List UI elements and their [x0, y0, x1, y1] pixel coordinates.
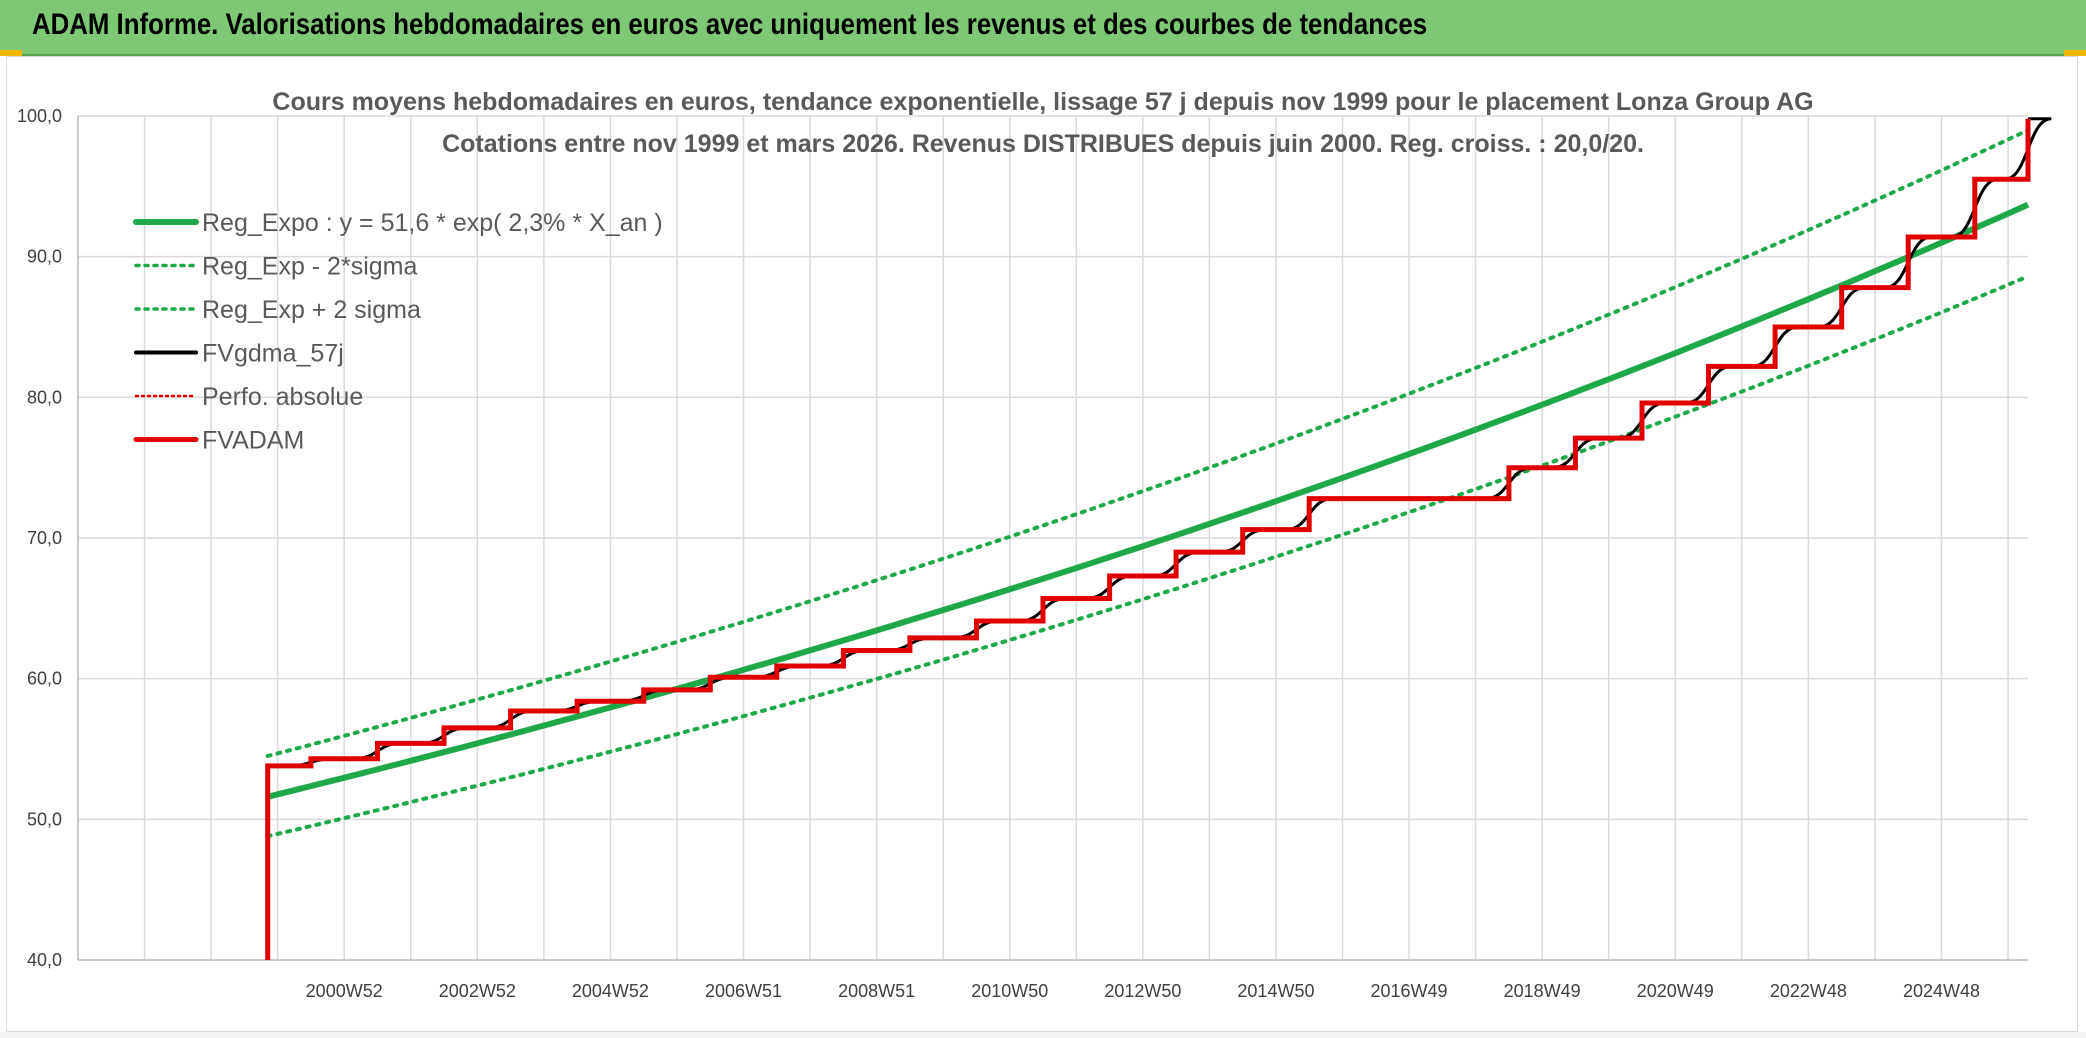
chart-frame: [6, 56, 2078, 1032]
x-tick-label: 2006W51: [705, 981, 782, 1001]
series-reg-expo: [266, 201, 2030, 800]
y-tick-label: 50,0: [27, 809, 62, 829]
corner-marker-left: [0, 50, 22, 56]
x-tick-label: 2002W52: [439, 981, 516, 1001]
legend-label: Reg_Exp - 2*sigma: [202, 253, 417, 281]
y-tick-label: 70,0: [27, 528, 62, 548]
legend-label: FVgdma_57j: [202, 340, 344, 368]
x-tick-label: 2004W52: [572, 981, 649, 1001]
x-tick-label: 2000W52: [306, 981, 383, 1001]
corner-marker-right: [2064, 50, 2086, 56]
series-lower-band: [265, 274, 2030, 839]
chart-title: Cours moyens hebdomadaires en euros, ten…: [272, 88, 1813, 116]
chart-subtitle: Cotations entre nov 1999 et mars 2026. R…: [442, 130, 1644, 158]
y-tick-label: 40,0: [27, 950, 62, 970]
x-tick-label: 2018W49: [1504, 981, 1581, 1001]
legend-label: Reg_Expo : y = 51,6 * exp( 2,3% * X_an ): [202, 209, 663, 237]
chart-legend: Reg_Expo : y = 51,6 * exp( 2,3% * X_an )…: [133, 209, 663, 455]
bottom-edge: [0, 1032, 2086, 1038]
legend-label: FVADAM: [202, 427, 304, 455]
x-tick-label: 2020W49: [1637, 981, 1714, 1001]
series-upper-band: [265, 128, 2030, 758]
series-fvadam: [265, 118, 2031, 960]
series-layer: [265, 117, 2052, 960]
x-axis-labels: 2000W52 2002W52 2004W52 2006W51 2008W51 2010W…: [306, 981, 1980, 1001]
y-tick-label: 60,0: [27, 669, 62, 689]
x-tick-label: 2014W50: [1237, 981, 1314, 1001]
y-tick-label: 80,0: [27, 387, 62, 407]
x-tick-label: 2024W48: [1903, 981, 1980, 1001]
y-tick-label: 90,0: [27, 247, 62, 267]
x-tick-label: 2008W51: [838, 981, 915, 1001]
legend-label: Reg_Exp + 2 sigma: [202, 296, 421, 324]
report-title: ADAM Informe. Valorisations hebdomadaire…: [32, 8, 1428, 41]
x-tick-label: 2022W48: [1770, 981, 1847, 1001]
x-tick-label: 2016W49: [1371, 981, 1448, 1001]
grid-layer: [77, 115, 2028, 961]
x-tick-label: 2010W50: [971, 981, 1048, 1001]
legend-label: Perfo. absolue: [202, 383, 363, 411]
x-tick-label: 2012W50: [1104, 981, 1181, 1001]
y-axis-labels: 40,0 50,0 60,0 70,0 80,0 90,0 100,0: [17, 106, 62, 970]
report-banner: ADAM Informe. Valorisations hebdomadaire…: [0, 0, 2086, 56]
y-tick-label: 100,0: [17, 106, 62, 126]
